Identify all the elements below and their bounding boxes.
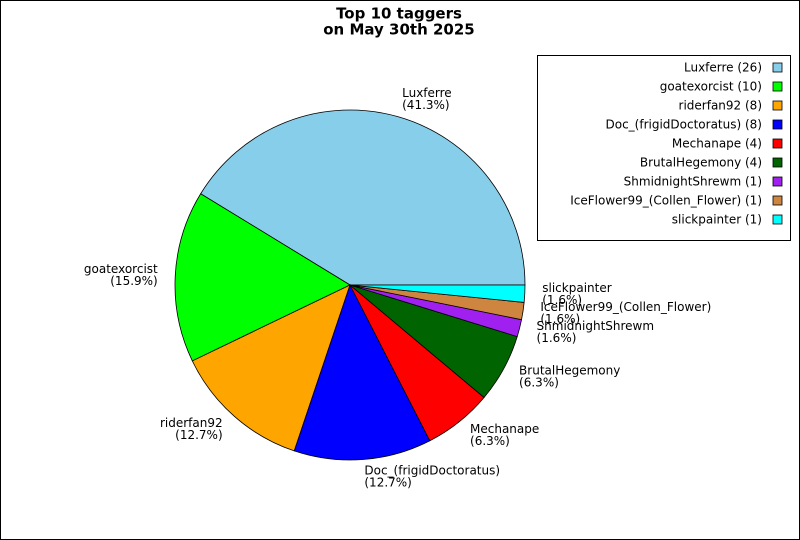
slice-percent: (6.3%) bbox=[470, 434, 510, 448]
legend-label: goatexorcist (10) bbox=[660, 80, 762, 94]
legend-label: ShmidnightShrewm (1) bbox=[624, 175, 762, 189]
slice-percent: (12.7%) bbox=[175, 428, 222, 442]
slice-percent: (15.9%) bbox=[110, 274, 157, 288]
legend-box bbox=[537, 55, 791, 241]
slice-label: riderfan92 bbox=[160, 416, 223, 430]
slice-label: slickpainter bbox=[542, 281, 611, 295]
pie-slice bbox=[174, 193, 351, 362]
slice-label: ShmidnightShrewm bbox=[537, 319, 655, 333]
legend-label: Mechanape (4) bbox=[672, 137, 762, 151]
legend-label: IceFlower99_(Collen_Flower) (1) bbox=[570, 194, 762, 208]
slice-percent: (1.6%) bbox=[540, 312, 580, 326]
slice-label: BrutalHegemony bbox=[519, 364, 620, 378]
slice-percent: (41.3%) bbox=[402, 98, 449, 112]
slice-percent: (12.7%) bbox=[364, 475, 411, 489]
pie-slice bbox=[200, 109, 526, 286]
slice-percent: (1.6%) bbox=[542, 293, 582, 307]
legend-swatch bbox=[772, 138, 783, 149]
slice-label: IceFlower99_(Collen_Flower) bbox=[540, 300, 711, 314]
legend-swatch bbox=[772, 62, 783, 73]
chart-title: on May 30th 2025 bbox=[323, 21, 475, 39]
slice-label: goatexorcist bbox=[84, 262, 158, 276]
legend-swatch bbox=[772, 176, 783, 187]
legend-label: Doc_(frigidDoctoratus) (8) bbox=[606, 118, 763, 132]
legend-swatch bbox=[772, 100, 783, 111]
legend-swatch bbox=[772, 81, 783, 92]
legend-label: slickpainter (1) bbox=[672, 213, 762, 227]
legend-label: BrutalHegemony (4) bbox=[640, 156, 762, 170]
slice-label: Doc_(frigidDoctoratus) bbox=[364, 463, 500, 477]
legend-swatch bbox=[772, 195, 783, 206]
slice-label: Luxferre bbox=[402, 86, 452, 100]
slice-label: Mechanape bbox=[470, 422, 539, 436]
chart-title: Top 10 taggers bbox=[336, 5, 462, 23]
legend-swatch bbox=[772, 119, 783, 130]
legend-swatch bbox=[772, 214, 783, 225]
legend-label: riderfan92 (8) bbox=[679, 99, 762, 113]
legend-label: Luxferre (26) bbox=[684, 61, 762, 75]
pie-slice bbox=[191, 284, 351, 452]
legend-swatch bbox=[772, 157, 783, 168]
pie-slice bbox=[293, 283, 431, 461]
slice-percent: (1.6%) bbox=[537, 331, 577, 345]
pie-slice bbox=[349, 284, 526, 303]
slice-percent: (6.3%) bbox=[519, 376, 559, 390]
